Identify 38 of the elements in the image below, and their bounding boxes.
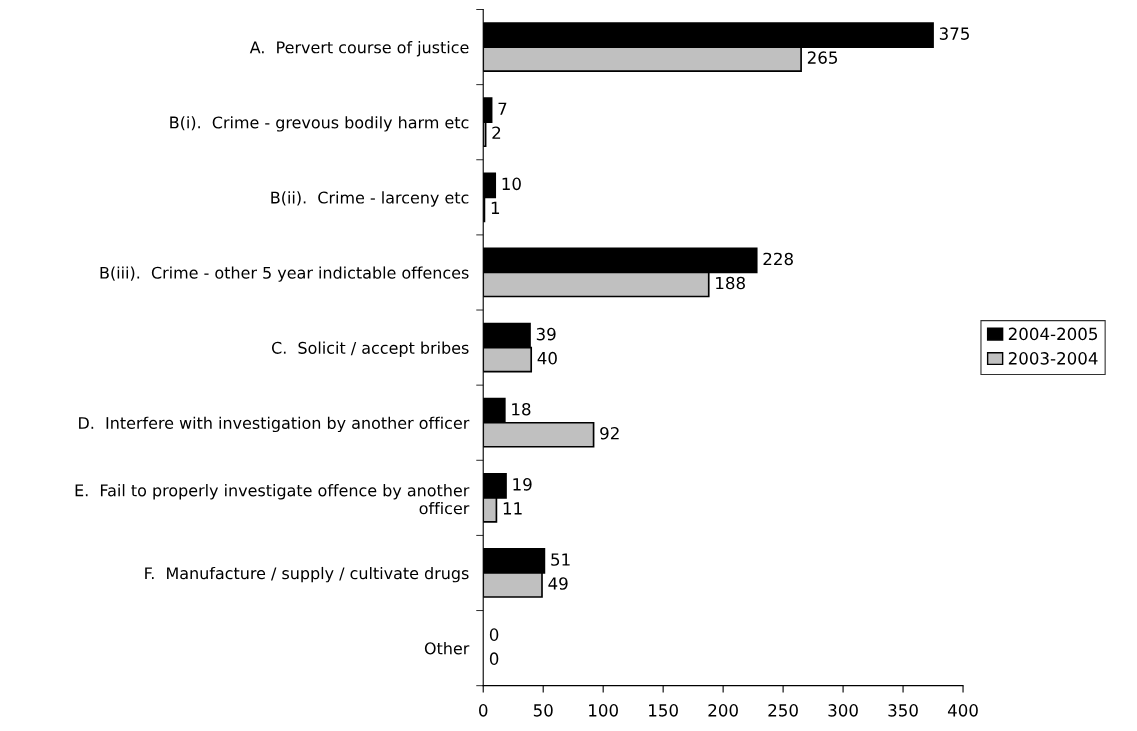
data-label: 7 <box>498 102 507 115</box>
data-label: 11 <box>503 502 522 515</box>
x-tick-label: 50 <box>533 704 553 717</box>
y-tick-label: B(i). Crime - grevous bodily harm etc <box>170 116 469 132</box>
y-tick-label: E. Fail to properly investigate offence by another officer <box>75 484 470 515</box>
y-tick-label: Other <box>424 642 470 655</box>
y-tick-label: F. Manufacture / supply / cultivate drugs <box>145 566 469 583</box>
y-tick-label: C. Solicit / accept bribes <box>271 341 469 357</box>
data-label: 228 <box>763 252 793 266</box>
data-label: 92 <box>600 426 619 440</box>
data-label: 188 <box>716 276 745 290</box>
data-label: 0 <box>489 628 499 641</box>
legend-label: 2004-2005 <box>1008 327 1098 341</box>
data-label: 49 <box>548 577 568 590</box>
data-label: 265 <box>807 51 838 64</box>
legend-label: 2003-2004 <box>1008 352 1098 365</box>
data-label: 19 <box>513 478 532 491</box>
x-tick-label: 300 <box>828 704 858 717</box>
x-tick-label: 100 <box>589 704 618 717</box>
x-tick-label: 200 <box>708 704 738 717</box>
x-tick-label: 400 <box>947 704 978 717</box>
data-label: 0 <box>489 652 499 665</box>
data-label: 1 <box>491 201 500 214</box>
x-tick-label: 150 <box>649 704 678 717</box>
y-tick-label: A. Pervert course of justice <box>249 41 469 57</box>
y-tick-label: B(iii). Crime - other 5 year indictable offences <box>100 266 469 282</box>
x-tick-label: 350 <box>888 704 918 717</box>
data-label: 40 <box>537 351 557 365</box>
y-tick-label: D. Interfere with investigation by another officer <box>79 416 470 433</box>
y-tick-label: B(ii). Crime - larceny etc <box>271 191 469 207</box>
data-label: 51 <box>551 553 570 566</box>
data-label: 39 <box>536 327 556 341</box>
data-label: 2 <box>492 126 501 139</box>
data-label: 10 <box>502 177 521 191</box>
data-label: 18 <box>512 402 531 416</box>
x-tick-label: 250 <box>768 704 798 717</box>
x-tick-label: 0 <box>479 704 488 717</box>
data-label: 375 <box>939 27 969 40</box>
